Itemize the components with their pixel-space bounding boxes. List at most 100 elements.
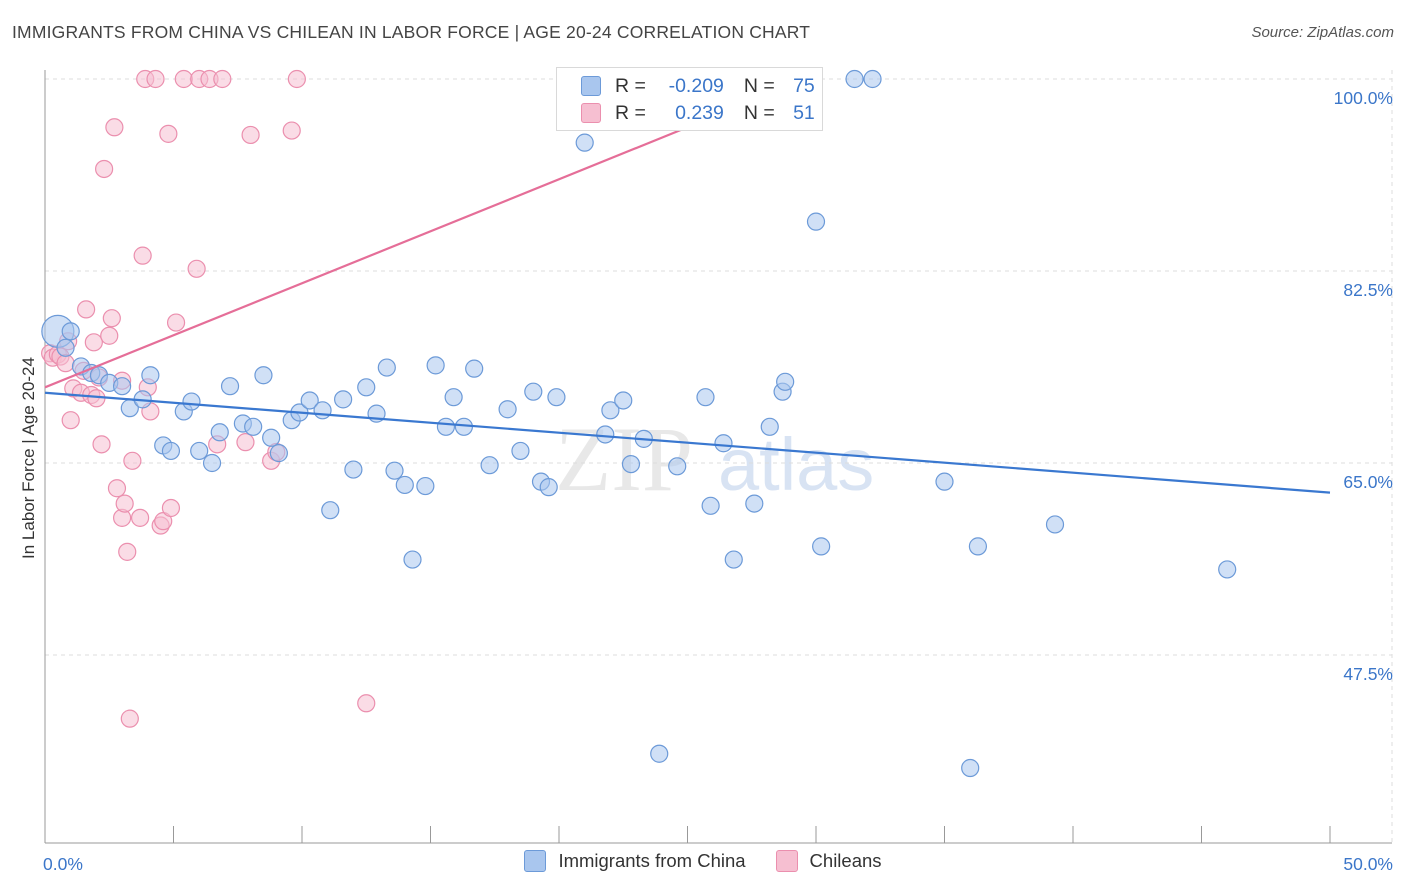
point-china <box>141 366 160 385</box>
chart-title: IMMIGRANTS FROM CHINA VS CHILEAN IN LABO… <box>12 22 811 42</box>
point-china <box>321 501 340 520</box>
point-china <box>436 417 456 436</box>
legend-swatch-chileans <box>581 103 601 123</box>
legend-r-value: -0.209 <box>668 74 724 97</box>
y-tick-label: 82.5% <box>1343 280 1393 300</box>
y-tick-label: 65.0% <box>1343 472 1393 492</box>
y-axis-label: In Labor Force | Age 20-24 <box>19 357 38 559</box>
point-china <box>696 388 715 407</box>
point-china <box>621 454 641 474</box>
point-china <box>812 537 831 556</box>
point-china <box>845 69 864 89</box>
point-chileans <box>357 694 376 713</box>
point-chileans <box>120 709 139 728</box>
point-chileans <box>166 313 186 332</box>
trend-lines <box>44 126 1331 494</box>
trend-line-china <box>44 391 1331 494</box>
point-chileans <box>241 125 260 145</box>
point-chileans <box>84 333 103 352</box>
point-chileans <box>146 69 165 89</box>
point-china <box>968 537 988 556</box>
point-china <box>395 475 414 495</box>
point-china <box>806 212 826 231</box>
point-china <box>668 457 687 476</box>
point-chileans <box>287 69 306 89</box>
legend-row-chileans: R = 0.239 N = 51 <box>581 100 815 126</box>
point-china <box>202 453 222 473</box>
point-chileans <box>174 69 193 89</box>
point-china <box>724 550 743 569</box>
series-swatch-china <box>524 850 547 872</box>
point-china <box>220 377 240 396</box>
point-chileans <box>123 451 142 470</box>
point-china <box>760 417 779 436</box>
point-chileans <box>118 542 137 561</box>
point-china <box>190 441 209 461</box>
point-china <box>1218 560 1237 579</box>
point-chileans <box>102 309 121 328</box>
point-china <box>210 423 229 442</box>
y-tick-label: 100.0% <box>1334 88 1393 108</box>
point-china <box>61 322 80 341</box>
point-china <box>426 356 445 375</box>
point-china <box>385 461 404 480</box>
legend-r-label: R = <box>615 101 646 124</box>
point-chileans <box>236 433 255 452</box>
point-china <box>416 476 435 496</box>
point-china <box>524 382 543 401</box>
point-china <box>377 358 396 377</box>
data-points <box>41 69 1237 778</box>
legend-n-label: N = <box>743 74 775 97</box>
point-china <box>444 388 463 407</box>
point-chileans <box>95 159 114 179</box>
point-china <box>161 441 181 461</box>
point-china <box>254 366 273 385</box>
point-china <box>601 401 620 420</box>
point-chileans <box>159 124 178 143</box>
point-china <box>498 400 517 419</box>
point-china <box>344 460 363 479</box>
legend-row-china: R = -0.209 N = 75 <box>581 73 815 99</box>
point-chileans <box>115 494 134 513</box>
x-tick-label: 0.0% <box>43 854 83 874</box>
point-china <box>539 478 558 497</box>
y-tick-label: 47.5% <box>1343 664 1393 684</box>
point-china <box>575 133 594 152</box>
point-china <box>269 444 288 463</box>
point-china <box>650 744 669 763</box>
series-label-chileans: Chileans <box>809 850 882 871</box>
point-chileans <box>130 508 150 527</box>
point-chileans <box>187 259 206 278</box>
point-china <box>334 390 353 409</box>
point-china <box>863 69 882 89</box>
source-label: Source: ZipAtlas.com <box>1251 24 1394 41</box>
series-legend-china: Immigrants from China <box>524 850 746 872</box>
point-china <box>614 391 633 410</box>
point-china <box>56 338 75 357</box>
point-china <box>511 441 530 461</box>
point-china <box>403 550 422 569</box>
legend-r-label: R = <box>615 74 646 97</box>
point-chileans <box>213 69 232 89</box>
correlation-legend: R = -0.209 N = 75 R = 0.239 N = 51 <box>556 67 823 131</box>
point-china <box>776 372 795 391</box>
point-china <box>357 378 376 397</box>
legend-r-value: 0.239 <box>675 101 724 124</box>
point-china <box>714 434 733 453</box>
point-china <box>961 758 980 778</box>
point-chileans <box>61 411 80 430</box>
x-tick-label: 50.0% <box>1343 854 1393 874</box>
watermark-atlas: atlas <box>718 423 874 506</box>
point-china <box>313 401 332 420</box>
point-china <box>182 392 201 411</box>
point-china <box>244 417 263 436</box>
series-legend-chileans: Chileans <box>775 850 882 872</box>
point-china <box>112 377 132 396</box>
trend-line-chileans <box>44 126 688 389</box>
point-china <box>300 391 319 410</box>
legend-n-value: 51 <box>793 101 815 124</box>
point-chileans <box>282 121 301 140</box>
point-chileans <box>77 300 96 319</box>
watermark: ZIP atlas <box>555 408 874 510</box>
